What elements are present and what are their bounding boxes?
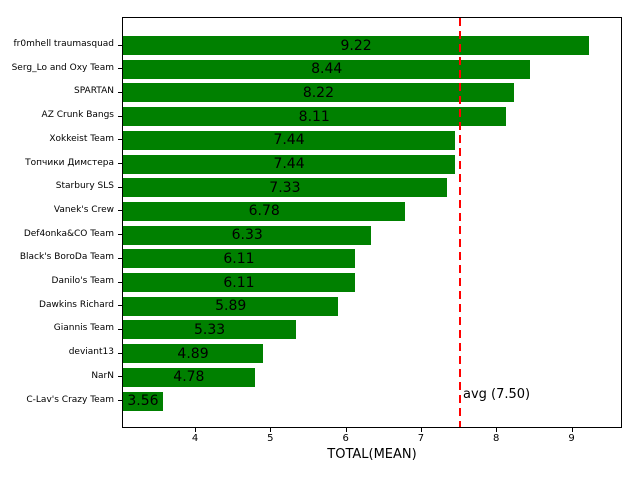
y-tick-mark [118,400,122,401]
bar-value-label: 6.11 [223,274,255,291]
y-tick-label: SPARTAN [73,86,114,97]
y-tick-label: NarN [91,370,114,381]
y-tick-mark [118,257,122,259]
x-tick-label: 4 [191,433,199,444]
y-tick-label: AZ Crunk Bangs [41,110,114,121]
y-tick-label: Black's BoroDa Team [19,252,114,263]
y-tick-label: C-Lav's Crazy Team [26,394,114,405]
y-tick-label: Def4onka&CO Team [23,228,114,239]
x-tick-mark [195,428,197,432]
y-tick-mark [118,91,122,93]
x-tick-mark [345,428,347,432]
plot-area: 9.22 8.44 8.22 8.11 7.44 7.44 7.33 6.78 6.33 6.11… [122,17,622,428]
y-tick-mark [118,234,122,236]
y-tick-mark [118,44,122,46]
y-tick-mark [118,376,122,378]
y-tick-mark [118,305,122,307]
bar-value-label: 4.89 [177,345,209,362]
bar [123,296,339,316]
x-tick-mark [571,428,573,432]
y-tick-label: Топчики Димстера [25,157,114,168]
avg-threshold-line [458,18,461,427]
bar-value-label: 6.11 [223,250,255,267]
x-tick-mark [496,428,498,432]
y-tick-mark [118,115,122,117]
bars-layer: 9.22 8.44 8.22 8.11 7.44 7.44 7.33 6.78 6.33 6.11… [123,18,621,427]
x-tick-label: 9 [568,433,575,444]
y-tick-label: Serg_Lo and Oxy Team [11,62,114,73]
y-tick-mark [118,163,122,164]
bar [123,36,590,55]
bar-value-label: 4.78 [173,369,205,386]
y-tick-label: Dawkins Richard [39,299,114,310]
y-tick-mark [118,186,122,188]
y-tick-label: Xokkeist Team [49,133,114,144]
y-tick-label: Starbury SLS [55,181,114,192]
bar-value-label: 7.33 [269,179,301,196]
bar [123,130,456,150]
y-tick-mark [118,281,122,283]
bar [123,178,447,198]
bar-value-label: 5.89 [215,298,247,315]
x-tick-label: 7 [417,433,425,444]
bar-value-label: 6.33 [231,227,263,244]
x-tick-label: 6 [342,433,349,444]
x-tick-label: 5 [267,433,274,444]
x-tick-label: 8 [493,433,500,444]
avg-line-label: avg (7.50) [463,387,531,402]
bar-value-label: 9.22 [340,37,372,54]
y-tick-mark [118,352,122,354]
bar-value-label: 8.22 [302,84,334,101]
y-tick-mark [118,68,122,70]
bar-value-label: 8.44 [311,61,343,78]
y-tick-mark [118,139,122,141]
x-tick-mark [420,428,422,432]
y-tick-label: deviant13 [68,347,114,358]
bar [123,344,264,364]
bar-value-label: 7.44 [273,156,305,172]
bar [123,225,372,245]
bar [123,154,456,174]
bar [123,367,255,387]
bar-value-label: 8.11 [298,108,330,125]
bar [123,391,163,411]
bar [123,83,514,103]
bar-value-label: 3.56 [127,393,159,409]
y-tick-label: Giannis Team [53,323,114,334]
bar [123,249,355,269]
y-tick-label: Danilo's Team [51,276,114,286]
bar [123,273,355,292]
y-tick-label: Vanek's Crew [53,204,114,215]
x-tick-mark [270,428,272,432]
bar-value-label: 7.44 [273,132,305,149]
bar [123,59,531,79]
y-tick-mark [118,210,122,212]
x-axis-title: TOTAL(MEAN) [327,447,417,462]
bar [123,201,406,221]
bar-value-label: 5.33 [194,321,226,338]
y-tick-label: fr0mhell traumasquad [13,39,114,49]
bar [123,107,506,127]
y-tick-mark [118,328,122,330]
bar [123,320,297,340]
bar-value-label: 6.78 [248,203,280,220]
